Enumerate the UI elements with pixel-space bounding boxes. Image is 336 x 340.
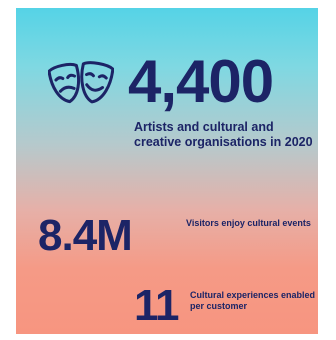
- infographic-card: 4,400 Artists and cultural and creative …: [16, 8, 318, 334]
- stat-description-visitors: Visitors enjoy cultural events: [186, 218, 311, 228]
- theater-masks-icon: [48, 61, 114, 104]
- stat-value-visitors: 8.4M: [38, 211, 133, 260]
- stat-description-experiences: Cultural experiences enabled per custome…: [190, 290, 316, 311]
- stat-value-artists: 4,400: [128, 48, 274, 115]
- stat-description-artists: Artists and cultural and creative organi…: [134, 120, 313, 150]
- stat-value-experiences: 11: [134, 281, 180, 330]
